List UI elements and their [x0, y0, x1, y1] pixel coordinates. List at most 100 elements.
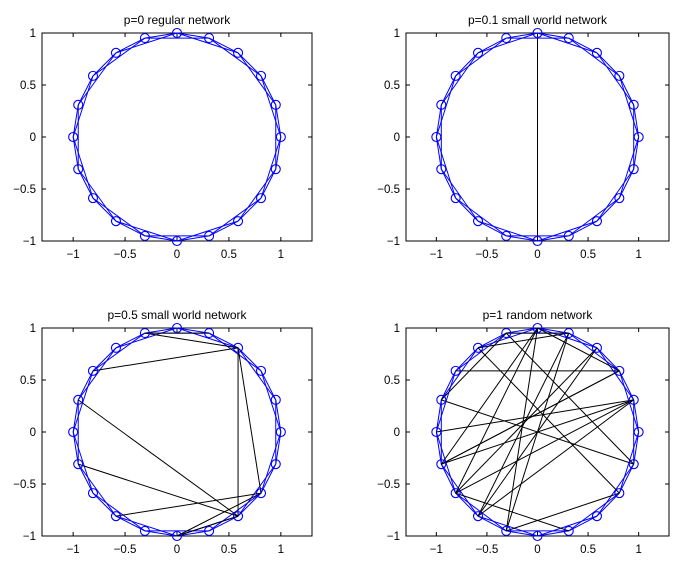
- ring-edge: [77, 52, 117, 106]
- node-marker: [87, 365, 99, 376]
- ring-edges: [72, 327, 282, 537]
- ring-edge: [237, 347, 277, 401]
- y-tick-label: 0: [30, 132, 36, 144]
- ring-edge: [237, 197, 262, 222]
- node-marker: [628, 164, 639, 175]
- ring-edge: [77, 168, 117, 222]
- nodes: [68, 27, 286, 247]
- node-marker: [472, 216, 484, 227]
- chart-panel-1: p=0 regular network −1 −0.5 0 0.5 1 −1 −0.5 0 0.5…: [13, 13, 313, 261]
- node-marker: [110, 47, 122, 58]
- x-tick-label: 1: [278, 249, 284, 261]
- nodes: [431, 27, 644, 247]
- node-marker: [431, 131, 442, 143]
- ring-edge: [275, 431, 282, 465]
- rewired-edge: [505, 327, 538, 531]
- ring-edge: [115, 327, 178, 349]
- ring-edge: [260, 75, 277, 106]
- ring-edge: [77, 347, 117, 401]
- ring-edge: [506, 327, 538, 334]
- node-marker: [472, 342, 484, 353]
- rewired-edge: [92, 347, 239, 372]
- x-tick-label: 0: [534, 544, 540, 556]
- x-tick-label: −0.5: [476, 544, 499, 556]
- ring-edge: [72, 399, 79, 433]
- rewired-edge: [477, 399, 634, 517]
- node-marker: [204, 328, 215, 339]
- node-marker: [633, 426, 644, 438]
- node-marker: [68, 131, 79, 143]
- x-tick-label: 0.5: [580, 249, 596, 261]
- ring-edge: [176, 32, 239, 54]
- node-marker: [171, 322, 183, 334]
- ring-edge: [633, 136, 640, 170]
- ring-edge: [435, 104, 442, 138]
- ring-edge: [92, 492, 146, 532]
- ring-edge: [72, 136, 79, 170]
- node-marker: [139, 525, 150, 536]
- rewired-edge: [455, 347, 598, 494]
- ring-edge: [260, 370, 282, 433]
- ring-edge: [208, 332, 262, 372]
- ring-edge: [618, 463, 635, 494]
- ring-edge: [633, 399, 640, 433]
- node-marker: [275, 426, 286, 438]
- node-marker: [68, 426, 79, 438]
- x-tick-label: 0: [174, 544, 180, 556]
- ring-edge: [537, 530, 569, 537]
- rewired-edges: [436, 327, 635, 532]
- ring-edge: [440, 370, 457, 401]
- x-tick-label: 0.5: [221, 249, 237, 261]
- ring-edge: [77, 463, 117, 517]
- ring-edge: [537, 515, 598, 537]
- node-marker: [232, 47, 244, 58]
- node-marker: [628, 99, 639, 110]
- ring-edge: [596, 197, 620, 222]
- ring-edge: [176, 220, 239, 242]
- y-tick-label: 0: [394, 427, 400, 439]
- node-marker: [614, 365, 625, 376]
- node-marker: [450, 193, 461, 204]
- rewired-edge: [440, 332, 507, 401]
- ring-edge: [72, 431, 94, 494]
- ring-edge: [72, 104, 79, 138]
- ring-edge: [77, 75, 94, 106]
- node-marker: [501, 230, 512, 241]
- ring-edge: [260, 75, 282, 138]
- ring-edge: [260, 168, 277, 199]
- ring-edge: [208, 492, 262, 532]
- chart-title: p=0 regular network: [124, 13, 231, 27]
- ring-edge: [455, 492, 479, 517]
- ring-edge: [440, 168, 457, 199]
- rewired-edge: [506, 492, 620, 532]
- node-marker: [431, 426, 442, 438]
- ring-edge: [176, 327, 239, 349]
- node-marker: [87, 70, 99, 81]
- ring-edge: [455, 347, 479, 372]
- x-tick-label: 1: [278, 544, 284, 556]
- node-marker: [171, 235, 183, 247]
- node-marker: [110, 342, 122, 353]
- node-marker: [139, 328, 150, 339]
- node-marker: [436, 164, 447, 175]
- ring-edge: [72, 431, 79, 465]
- ring-edge: [237, 463, 277, 517]
- rewired-edge: [537, 327, 620, 372]
- node-marker: [255, 70, 267, 81]
- node-marker: [450, 365, 461, 376]
- ring-edge: [506, 235, 538, 242]
- ring-edge: [92, 37, 146, 77]
- nodes: [431, 322, 644, 542]
- node-marker: [232, 511, 244, 522]
- node-marker: [532, 530, 543, 542]
- y-tick-label: 1: [30, 323, 36, 335]
- ring-edge: [633, 104, 640, 138]
- rewired-edge: [115, 492, 262, 517]
- node-marker: [563, 33, 574, 44]
- ring-edge: [144, 32, 178, 39]
- ring-edge: [208, 37, 239, 54]
- node-marker: [73, 99, 84, 110]
- y-tick-label: −1: [387, 531, 400, 543]
- node-marker: [255, 365, 267, 376]
